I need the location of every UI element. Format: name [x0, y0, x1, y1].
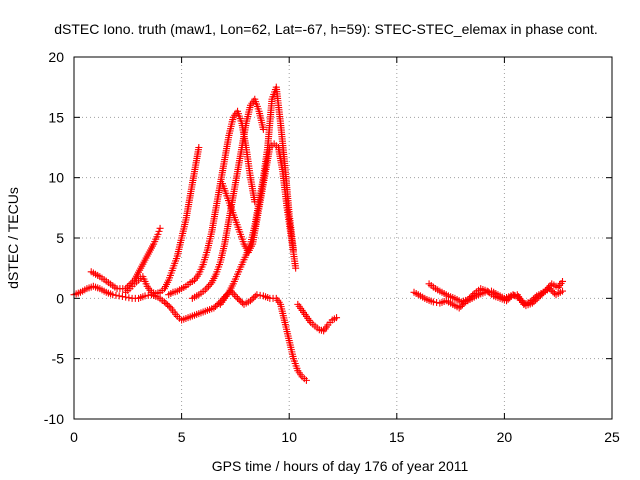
axis-ticks: 0 5 10 15 20 25 -10 -5 0 5 10 15 20	[44, 49, 620, 445]
data-point	[141, 292, 149, 300]
data-point-trail	[125, 281, 133, 289]
data-point	[156, 224, 164, 232]
data-point-trail	[232, 293, 240, 301]
data-point-trail	[465, 294, 473, 302]
data-point-trail	[205, 282, 212, 290]
y-tick-label: 0	[56, 290, 64, 306]
data-point-trail	[530, 298, 538, 306]
series-2	[87, 224, 164, 293]
y-tick-label: 10	[48, 170, 64, 186]
series-5	[188, 95, 267, 302]
data-point-trail	[213, 301, 221, 309]
data-point-trail	[211, 302, 219, 310]
x-tick-label: 5	[178, 429, 186, 445]
data-point-trail	[250, 294, 258, 302]
data-point	[333, 314, 341, 322]
data-point-trail	[469, 291, 477, 299]
data-point	[559, 287, 567, 295]
grid	[74, 57, 612, 419]
data-point	[292, 264, 300, 272]
data-point-trail	[248, 295, 256, 303]
data-point-trail	[165, 302, 173, 310]
data-point-trail	[155, 227, 163, 235]
data-point	[109, 291, 117, 299]
data-point-trail	[533, 295, 541, 303]
series-8	[294, 300, 341, 335]
data-point	[115, 292, 123, 300]
x-tick-label: 10	[281, 429, 297, 445]
x-tick-label: 25	[604, 429, 620, 445]
x-tick-label: 15	[389, 429, 405, 445]
data-point	[559, 277, 567, 285]
x-tick-label: 0	[70, 429, 78, 445]
data-point-trail	[203, 284, 211, 292]
data-point	[535, 293, 543, 301]
data-point	[154, 230, 162, 238]
x-axis-label: GPS time / hours of day 176 of year 2011	[212, 458, 469, 474]
data-point-trail	[538, 290, 546, 298]
series-7	[218, 140, 300, 272]
data-point-trail	[532, 296, 540, 304]
data-point	[528, 299, 536, 307]
data-point	[429, 298, 437, 306]
data-point	[160, 298, 168, 306]
y-tick-label: -10	[44, 411, 64, 427]
data-point-trail	[504, 295, 512, 303]
data-point	[234, 294, 242, 302]
data-point-trail	[118, 293, 126, 301]
data-point-trail	[251, 292, 259, 300]
x-tick-label: 20	[497, 429, 513, 445]
data-point-trail	[164, 301, 172, 309]
data-point-trail	[540, 289, 548, 297]
data-point-trail	[237, 297, 245, 305]
series-3	[122, 144, 203, 298]
data-point	[259, 125, 267, 133]
series-10	[425, 277, 567, 310]
data-point-trail	[536, 292, 544, 300]
data-point	[210, 304, 218, 312]
data-point-trail	[467, 293, 475, 301]
data-point-trail	[162, 299, 170, 307]
data-point-trail	[235, 296, 243, 304]
data-point	[246, 297, 254, 305]
data-point	[195, 144, 203, 151]
data-point-trail	[256, 291, 264, 299]
data-points	[70, 83, 567, 384]
data-point-trail	[125, 294, 133, 302]
data-point	[503, 297, 511, 305]
y-axis-label: dSTEC / TECUs	[5, 187, 21, 289]
chart-title: dSTEC Iono. truth (maw1, Lon=62, Lat=-67…	[54, 21, 598, 37]
y-tick-label: 20	[48, 49, 64, 65]
data-point	[302, 376, 310, 384]
data-point	[253, 291, 261, 299]
y-tick-label: -5	[52, 351, 65, 367]
y-tick-label: 5	[56, 230, 64, 246]
data-point-trail	[549, 288, 557, 296]
y-tick-label: 15	[48, 109, 64, 125]
data-point-trail	[112, 291, 120, 299]
data-point	[455, 304, 463, 312]
data-point-trail	[458, 301, 466, 309]
data-point-trail	[215, 299, 223, 307]
data-point-trail	[506, 294, 514, 302]
data-point	[464, 296, 472, 304]
